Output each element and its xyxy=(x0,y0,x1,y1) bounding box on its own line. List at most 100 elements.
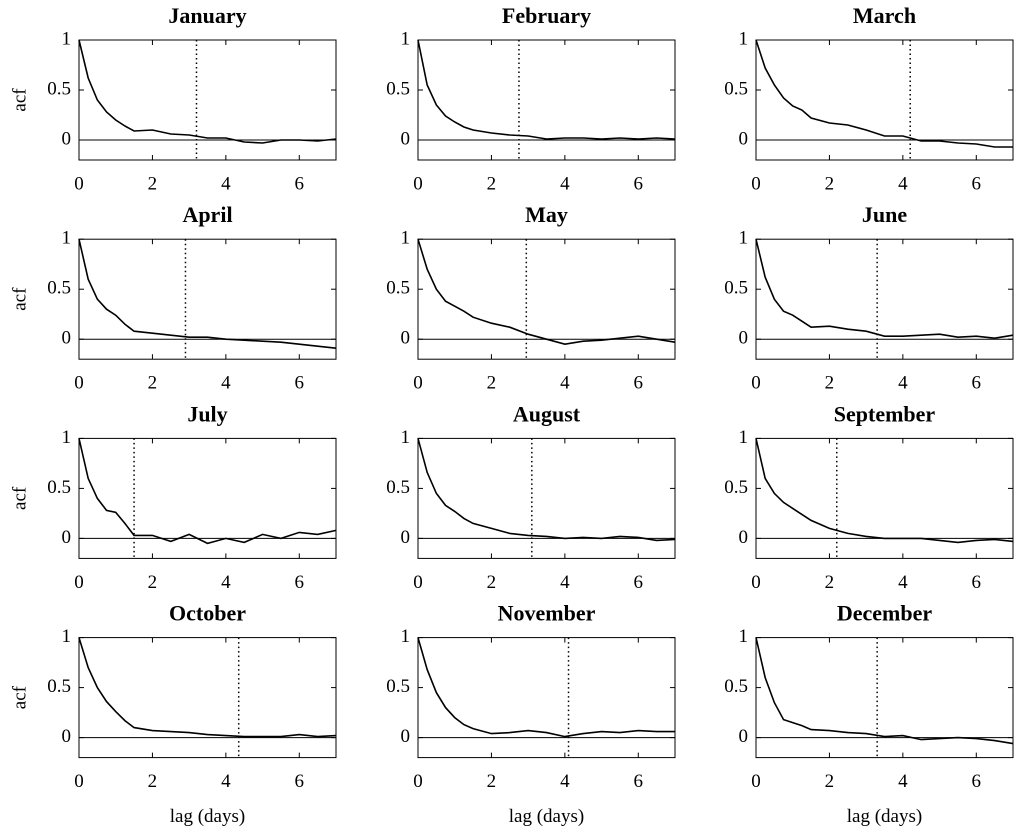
subplot-title: January xyxy=(168,3,246,28)
axes-box xyxy=(755,637,1014,759)
y-tick-label: 0 xyxy=(401,128,411,149)
y-axis-label: acf xyxy=(9,88,30,112)
x-tick-label: 6 xyxy=(295,373,305,394)
acf-line xyxy=(78,637,337,738)
x-tick-label: 2 xyxy=(148,771,158,792)
subplot-title: August xyxy=(513,401,581,426)
x-tick-label: 0 xyxy=(74,771,84,792)
x-tick-label: 6 xyxy=(295,771,305,792)
acf-line xyxy=(755,39,1013,148)
y-tick-label: 1 xyxy=(62,228,72,249)
acf-line xyxy=(78,239,337,349)
subplot-title: June xyxy=(862,202,907,227)
y-tick-label: 0.5 xyxy=(386,78,410,99)
acf-line xyxy=(78,438,337,545)
y-tick-label: 1 xyxy=(739,626,749,647)
y-tick-label: 1 xyxy=(62,626,72,647)
axes-box xyxy=(78,437,337,559)
x-tick-label: 6 xyxy=(972,572,982,593)
x-tick-label: 2 xyxy=(487,572,497,593)
axes-box xyxy=(755,39,1014,161)
subplot-title: March xyxy=(853,3,916,28)
y-tick-label: 0.5 xyxy=(47,477,71,498)
x-tick-label: 0 xyxy=(751,572,761,593)
axes-box xyxy=(417,238,676,360)
x-tick-label: 2 xyxy=(487,173,497,194)
y-tick-label: 0 xyxy=(401,527,411,548)
y-tick-label: 1 xyxy=(62,427,72,448)
y-tick-label: 0.5 xyxy=(47,278,71,299)
y-tick-label: 0.5 xyxy=(724,278,748,299)
x-tick-label: 4 xyxy=(898,173,908,194)
x-tick-label: 4 xyxy=(898,771,908,792)
x-tick-label: 2 xyxy=(487,771,497,792)
x-axis-label: lag (days) xyxy=(170,806,245,827)
x-tick-label: 6 xyxy=(634,373,644,394)
subplot-title: November xyxy=(498,601,596,626)
y-tick-label: 0 xyxy=(401,726,411,747)
subplot-title: October xyxy=(169,601,246,626)
subplot-title: May xyxy=(525,202,568,227)
y-tick-label: 0 xyxy=(62,328,72,349)
x-tick-label: 0 xyxy=(74,373,84,394)
acf-line xyxy=(755,239,1014,340)
x-tick-label: 4 xyxy=(221,572,231,593)
axes-box xyxy=(417,637,676,759)
y-tick-label: 1 xyxy=(739,28,749,49)
y-tick-label: 1 xyxy=(401,626,411,647)
x-tick-label: 4 xyxy=(560,771,570,792)
axes-box xyxy=(417,39,676,161)
y-tick-label: 0 xyxy=(739,527,749,548)
y-tick-label: 0 xyxy=(401,328,411,349)
x-tick-label: 0 xyxy=(413,373,423,394)
x-tick-label: 0 xyxy=(413,173,423,194)
x-axis-label: lag (days) xyxy=(509,806,584,827)
y-tick-label: 0.5 xyxy=(386,676,410,697)
x-tick-label: 0 xyxy=(74,173,84,194)
acf-line xyxy=(417,438,676,542)
x-tick-label: 2 xyxy=(148,572,158,593)
y-tick-label: 0 xyxy=(62,527,72,548)
x-tick-label: 4 xyxy=(221,173,231,194)
x-tick-label: 2 xyxy=(825,572,835,593)
x-tick-label: 6 xyxy=(972,173,982,194)
x-tick-label: 2 xyxy=(825,373,835,394)
x-tick-label: 4 xyxy=(898,373,908,394)
x-tick-label: 6 xyxy=(634,173,644,194)
x-tick-label: 2 xyxy=(825,173,835,194)
x-tick-label: 0 xyxy=(74,572,84,593)
x-tick-label: 4 xyxy=(560,572,570,593)
subplot-title: September xyxy=(834,401,936,426)
subplot-title: April xyxy=(182,202,232,227)
y-tick-label: 1 xyxy=(401,28,411,49)
acf-line xyxy=(755,438,1014,544)
y-tick-label: 0 xyxy=(62,128,72,149)
x-tick-label: 4 xyxy=(221,771,231,792)
x-tick-label: 2 xyxy=(148,373,158,394)
acf-line xyxy=(755,637,1014,745)
y-tick-label: 1 xyxy=(62,28,72,49)
y-tick-label: 0 xyxy=(739,328,749,349)
x-axis-label: lag (days) xyxy=(847,806,922,827)
axes-box xyxy=(78,637,337,759)
x-tick-label: 2 xyxy=(825,771,835,792)
acf-line xyxy=(78,39,337,144)
x-tick-label: 2 xyxy=(487,373,497,394)
subplot-title: December xyxy=(837,601,933,626)
y-tick-label: 1 xyxy=(401,427,411,448)
x-tick-label: 4 xyxy=(221,373,231,394)
x-tick-label: 6 xyxy=(972,771,982,792)
axes-box xyxy=(417,437,676,559)
y-tick-label: 0.5 xyxy=(47,78,71,99)
x-tick-label: 0 xyxy=(751,771,761,792)
y-tick-label: 0 xyxy=(62,726,72,747)
acf-line xyxy=(417,39,676,140)
x-tick-label: 4 xyxy=(560,173,570,194)
y-tick-label: 0.5 xyxy=(724,78,748,99)
subplot-title: February xyxy=(502,3,591,28)
axes-box xyxy=(755,437,1014,559)
x-tick-label: 0 xyxy=(413,572,423,593)
y-tick-label: 0 xyxy=(739,726,749,747)
x-tick-label: 0 xyxy=(751,173,761,194)
y-axis-label: acf xyxy=(9,685,30,709)
